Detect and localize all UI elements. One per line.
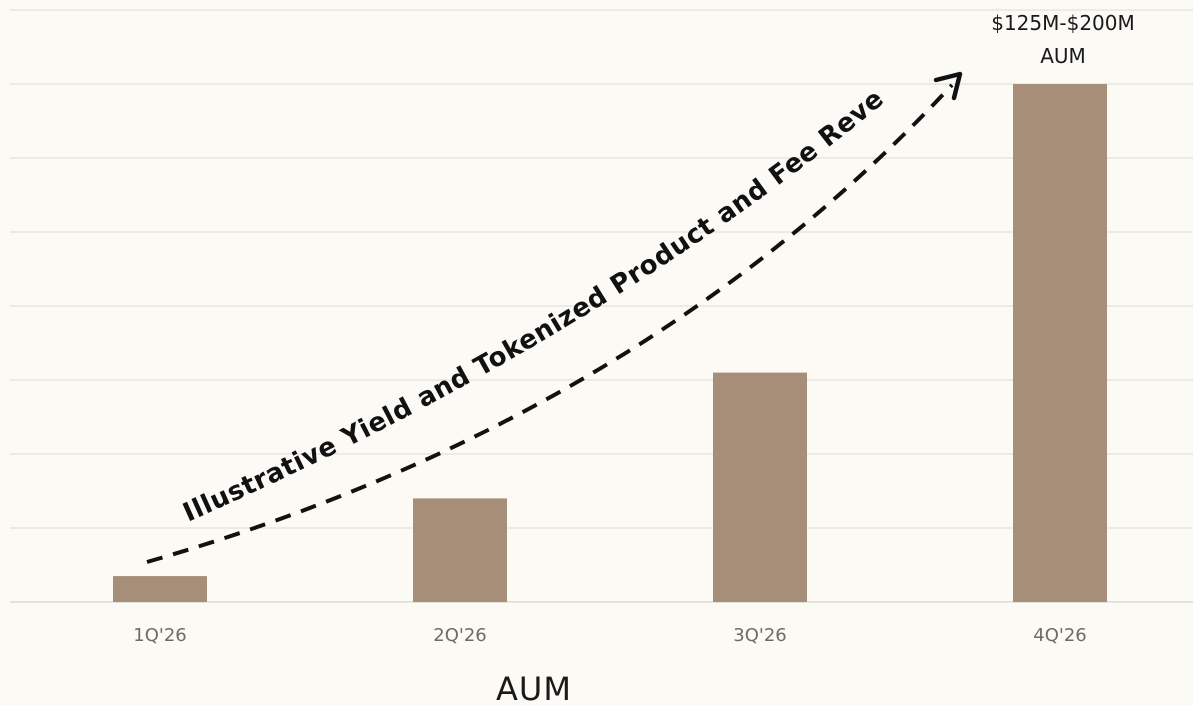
x-tick-label: 4Q'26: [1033, 625, 1086, 646]
bar-1: [113, 576, 207, 602]
x-tick-label: 1Q'26: [133, 625, 186, 646]
x-tick-label: 2Q'26: [433, 625, 486, 646]
trend-dashed-curve: [146, 83, 954, 564]
gridlines: [10, 9, 1193, 603]
bar-2: [413, 498, 507, 602]
bar-4: [1013, 84, 1107, 602]
x-tick-labels: 1Q'26 2Q'26 3Q'26 4Q'26: [133, 625, 1086, 646]
x-axis-title: AUM: [496, 670, 572, 705]
bar-data-label: $125M-$200M AUM: [991, 11, 1135, 68]
x-tick-label: 3Q'26: [733, 625, 786, 646]
bar-3: [713, 372, 807, 602]
data-label-line-2: AUM: [1040, 44, 1086, 68]
trend-arrowhead-icon: [933, 71, 963, 101]
trend-arrow: [146, 71, 963, 564]
bars: [113, 84, 1107, 602]
data-label-line-1: $125M-$200M: [991, 11, 1135, 35]
